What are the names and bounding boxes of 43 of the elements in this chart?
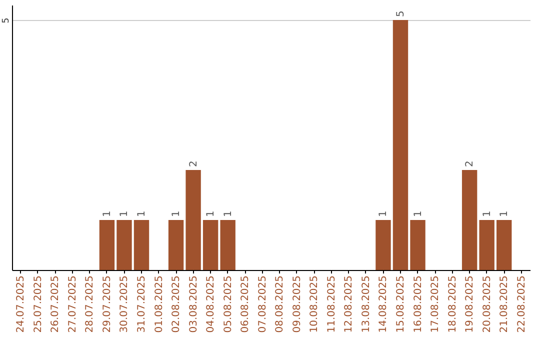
x-tick-label: 10.08.2025 <box>309 276 320 333</box>
data-label: 1 <box>412 210 424 217</box>
x-tick-label: 21.08.2025 <box>499 276 510 333</box>
data-label: 1 <box>206 210 217 217</box>
x-tick-label: 07.08.2025 <box>257 276 268 333</box>
x-tick-label: 22.08.2025 <box>516 276 528 333</box>
x-tick-label: 28.07.2025 <box>84 276 96 333</box>
data-label: 1 <box>222 210 234 217</box>
x-tick-label: 13.08.2025 <box>360 276 372 333</box>
data-label: 1 <box>499 210 510 217</box>
x-tick-label: 12.08.2025 <box>344 276 355 333</box>
x-tick-label: 08.08.2025 <box>274 276 286 333</box>
data-label: 2 <box>464 160 476 167</box>
x-tick-label: 20.08.2025 <box>482 276 493 333</box>
x-tick-label: 14.08.2025 <box>378 276 390 333</box>
x-tick-label: 11.08.2025 <box>326 276 338 333</box>
data-label: 1 <box>482 210 493 217</box>
data-label: 2 <box>188 160 200 167</box>
x-tick-label: 30.07.2025 <box>119 276 130 333</box>
data-label: 1 <box>136 210 148 217</box>
data-label: 1 <box>378 210 390 217</box>
x-tick-label: 17.08.2025 <box>430 276 442 333</box>
x-tick-label: 15.08.2025 <box>396 276 406 333</box>
data-label: 1 <box>119 210 130 217</box>
x-tick-label: 04.08.2025 <box>206 276 217 333</box>
x-tick-label: 16.08.2025 <box>412 276 424 333</box>
x-tick-label: 26.07.2025 <box>50 276 62 333</box>
x-tick-label: 02.08.2025 <box>171 276 182 333</box>
x-tick-label: 06.08.2025 <box>240 276 252 333</box>
x-tick-label: 19.08.2025 <box>464 276 476 333</box>
x-tick-label: 27.07.2025 <box>67 276 78 333</box>
x-tick-label: 29.07.2025 <box>102 276 113 333</box>
x-tick-label: 03.08.2025 <box>188 276 200 333</box>
data-label: 1 <box>102 210 113 217</box>
x-tick-label: 05.08.2025 <box>222 276 234 333</box>
x-tick-label: 18.08.2025 <box>447 276 458 333</box>
x-tick-label: 31.07.2025 <box>136 276 148 333</box>
x-tick-label: 09.08.2025 <box>292 276 303 333</box>
data-label: 1 <box>171 210 182 217</box>
x-tick-label: 24.07.2025 <box>16 276 27 333</box>
data-label: 5 <box>396 10 406 17</box>
x-tick-label: 25.07.2025 <box>32 276 44 333</box>
x-tick-label: 01.08.2025 <box>154 276 165 333</box>
